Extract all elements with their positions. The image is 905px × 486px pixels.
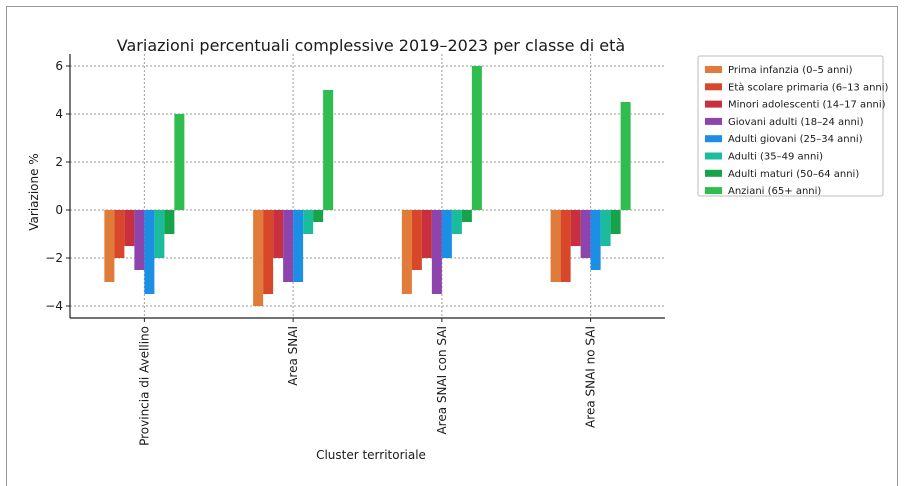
legend-label: Adulti (35–49 anni)	[728, 152, 823, 163]
bar	[303, 210, 314, 234]
bar	[461, 210, 472, 222]
bar	[114, 210, 125, 258]
bar	[471, 66, 482, 210]
y-tick-label: −2	[45, 251, 63, 265]
grid	[70, 54, 665, 318]
bar	[144, 210, 155, 294]
legend-swatch	[705, 187, 722, 195]
bar	[560, 210, 571, 282]
bar	[293, 210, 304, 282]
bar	[283, 210, 294, 282]
y-axis-label: Variazione %	[27, 153, 41, 230]
legend-swatch	[705, 117, 722, 125]
bar	[263, 210, 274, 294]
legend-label: Adulti maturi (50–64 anni)	[728, 169, 859, 180]
bar	[313, 210, 324, 222]
bar	[421, 210, 432, 258]
legend-box	[697, 55, 884, 197]
bar	[570, 210, 581, 246]
legend-label: Giovani adulti (18–24 anni)	[728, 117, 864, 128]
bar	[124, 210, 135, 246]
y-tick-label: 4	[55, 107, 63, 121]
y-tick-label: 6	[55, 59, 63, 73]
legend-swatch	[705, 66, 722, 73]
bar	[550, 210, 561, 282]
x-tick-label: Provincia di Avellino	[137, 326, 151, 446]
bar	[620, 102, 631, 210]
y-tick-label: 2	[55, 155, 63, 169]
legend-label: Anziani (65+ anni)	[728, 186, 821, 197]
axes: 6 4 2 0 −2 −4 Provincia di Avellino Area SNAI Ar…	[45, 54, 665, 446]
bar	[253, 210, 264, 306]
x-axis-label: Cluster territoriale	[316, 448, 426, 462]
y-tick-label: −4	[45, 299, 63, 313]
bar	[590, 210, 601, 270]
x-tick-label: Area SNAI con SAI	[435, 326, 449, 435]
legend-swatch	[705, 135, 722, 143]
legend-label: Prima infanzia (0–5 anni)	[728, 65, 853, 76]
bar-chart: Variazioni percentuali complessive 2019–…	[27, 36, 889, 462]
bars	[104, 66, 631, 306]
legend-swatch	[705, 83, 722, 91]
bar	[134, 210, 145, 270]
chart-frame: Variazioni percentuali complessive 2019–…	[6, 6, 898, 486]
bar	[174, 114, 185, 210]
bar	[273, 210, 284, 258]
legend-swatch	[705, 169, 722, 177]
bar	[104, 210, 115, 282]
legend-label: Adulti giovani (25–34 anni)	[728, 134, 863, 145]
chart-title: Variazioni percentuali complessive 2019–…	[117, 36, 625, 55]
bar	[441, 210, 452, 258]
legend-label: Minori adolescenti (14–17 anni)	[728, 100, 886, 111]
x-tick-label: Area SNAI no SAI	[584, 326, 598, 428]
bar	[323, 90, 334, 210]
legend: Prima infanzia (0–5 anni) Età scolare pri…	[697, 55, 889, 197]
bar	[411, 210, 422, 270]
bar	[401, 210, 412, 294]
y-tick-label: 0	[55, 203, 63, 217]
x-tick-label: Area SNAI	[286, 326, 300, 386]
bar	[431, 210, 442, 294]
bar	[600, 210, 611, 246]
legend-label: Età scolare primaria (6–13 anni)	[728, 81, 889, 93]
legend-swatch	[705, 152, 722, 160]
bar	[164, 210, 175, 234]
legend-swatch	[705, 100, 722, 108]
bar	[610, 210, 621, 234]
bar	[451, 210, 462, 234]
bar	[580, 210, 591, 258]
bar	[154, 210, 165, 258]
